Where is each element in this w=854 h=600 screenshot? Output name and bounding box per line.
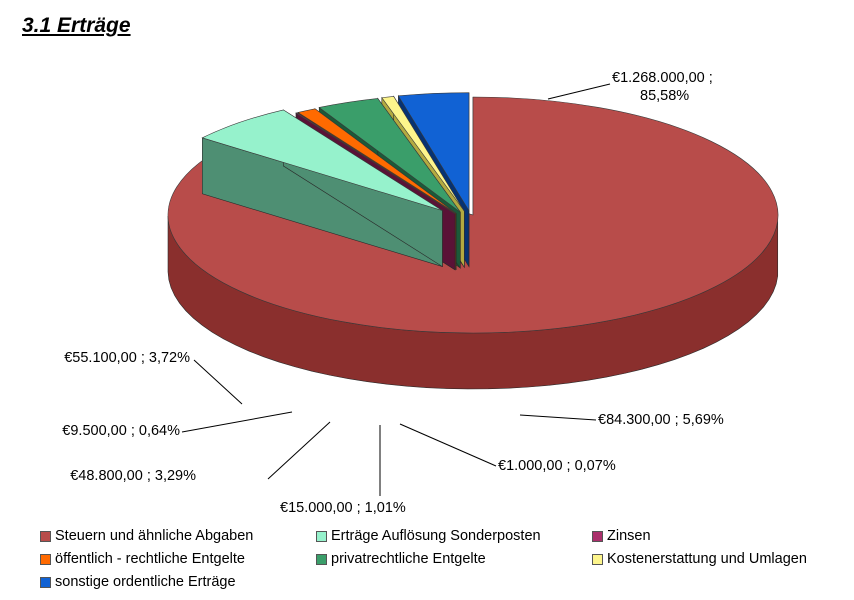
- data-label-steuern-und-ahnliche-abgaben: €1.268.000,00 ; 85,58%: [612, 70, 713, 104]
- leader-line-steuern-und-ahnliche-abgaben: [547, 83, 611, 100]
- data-label-kostenerstattung-und-umlagen: €9.500,00 ; 0,64%: [62, 423, 180, 439]
- slice-top-face: [318, 98, 461, 213]
- leader-line-sonstige-ordentliche-ertrage: [193, 359, 243, 405]
- slice-top-face: [381, 96, 465, 212]
- leader-line-privatrechtliche-entgelte: [267, 421, 331, 480]
- legend-item-ertrage-auflosung-sonderposten: Erträge Auflösung Sonderposten: [316, 528, 592, 544]
- legend-item-steuern-und-ahnliche-abgaben: Steuern und ähnliche Abgaben: [40, 528, 316, 544]
- data-label-sonstige-ordentliche-ertrage: €55.100,00 ; 3,72%: [64, 350, 190, 366]
- legend-swatch: [40, 530, 51, 542]
- leader-line-kostenerstattung-und-umlagen: [181, 411, 293, 433]
- legend-swatch: [592, 553, 603, 565]
- slice-top-face: [167, 96, 779, 334]
- slice-top-face: [297, 108, 457, 214]
- slice-top-face: [201, 109, 443, 211]
- pie-chart: €1.268.000,00 ; 85,58% €84.300,00 ; 5,69% €…: [62, 70, 779, 516]
- legend-item-kostenerstattung-und-umlagen: Kostenerstattung und Umlagen: [592, 551, 840, 567]
- legend-item-privatrechtliche-entgelte: privatrechtliche Entgelte: [316, 551, 592, 567]
- legend-label: Kostenerstattung und Umlagen: [607, 551, 807, 567]
- page-heading: 3.1 Erträge: [22, 14, 131, 37]
- legend-label: Steuern und ähnliche Abgaben: [55, 528, 254, 544]
- legend-item-sonstige-ordentliche-ertrage: sonstige ordentliche Erträge: [40, 574, 316, 590]
- data-label-privatrechtliche-entgelte: €48.800,00 ; 3,29%: [70, 468, 196, 484]
- legend-label: sonstige ordentliche Erträge: [55, 574, 236, 590]
- legend-swatch: [40, 553, 51, 565]
- legend-item-zinsen: Zinsen: [592, 528, 840, 544]
- legend-label: privatrechtliche Entgelte: [331, 551, 486, 567]
- legend-label: Zinsen: [607, 528, 651, 544]
- legend-swatch: [592, 530, 603, 542]
- slice-top-face: [295, 112, 456, 215]
- legend-swatch: [316, 530, 327, 542]
- legend-swatch: [40, 576, 51, 588]
- data-label-ertrage-auflosung-sonderposten: €84.300,00 ; 5,69%: [598, 412, 724, 428]
- legend-label: Erträge Auflösung Sonderposten: [331, 528, 541, 544]
- chart-legend: Steuern und ähnliche Abgaben Erträge Aufl…: [40, 528, 840, 590]
- pie-slice-ertrage-auflosung-sonderposten: [201, 109, 443, 268]
- data-label-zinsen: €1.000,00 ; 0,07%: [498, 458, 616, 474]
- slice-top-face: [397, 92, 470, 212]
- leader-line-ertrage-auflosung-sonderposten: [519, 414, 597, 421]
- legend-item-offentlich-rechtliche-entgelte: öffentlich - rechtliche Entgelte: [40, 551, 316, 567]
- leader-line-zinsen: [399, 423, 497, 467]
- data-label-offentlich-rechtliche-entgelte: €15.000,00 ; 1,01%: [280, 500, 406, 516]
- legend-label: öffentlich - rechtliche Entgelte: [55, 551, 245, 567]
- legend-swatch: [316, 553, 327, 565]
